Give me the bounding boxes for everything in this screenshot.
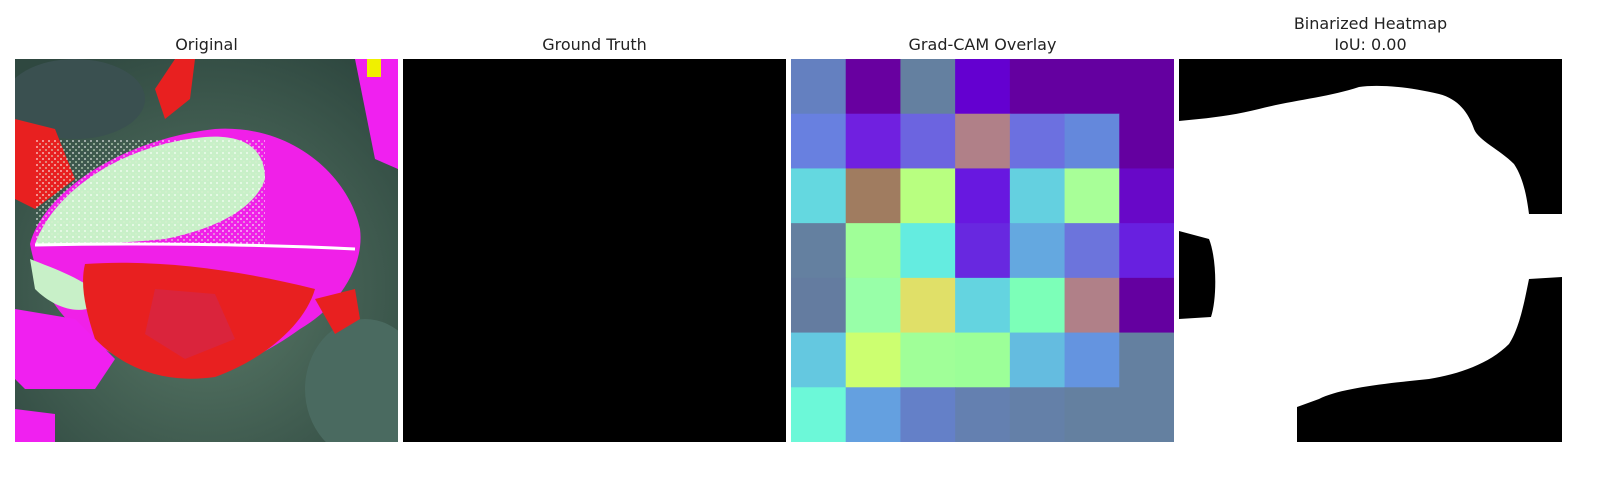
gradcam-cell [1009,168,1066,224]
gradcam-cell [791,168,847,224]
gradcam-cell [1009,387,1066,442]
iou-label: IoU: 0.00 [1334,35,1407,54]
gradcam-cell [1064,277,1120,334]
gradcam-cell [845,332,901,388]
gradcam-cell [845,113,901,169]
gradcam-cell [955,59,1011,115]
gradcam-cell [900,277,956,334]
ground-truth-mask [403,59,786,442]
gradcam-cell [845,223,901,279]
binarized-heatmap [1179,59,1562,442]
gradcam-cell [900,168,956,224]
gradcam-cell [955,223,1011,279]
gradcam-cell [1009,113,1066,169]
gradcam-cell [1009,223,1066,279]
gradcam-cell [791,332,847,388]
gradcam-cell [791,223,847,279]
gradcam-cell [1119,59,1174,115]
gradcam-cell [791,387,847,442]
gradcam-cell [1064,59,1120,115]
panel-title-original: Original [175,35,238,54]
gradcam-cell [791,113,847,169]
gradcam-cell [900,223,956,279]
gradcam-cell [1119,387,1174,442]
gradcam-cell [1064,387,1120,442]
gradcam-cell [791,59,847,115]
gradcam-cell [1064,332,1120,388]
gradcam-cell [1064,223,1120,279]
gradcam-cell [955,168,1011,224]
gradcam-cell [1119,277,1174,334]
gradcam-cell [845,59,901,115]
gradcam-cell [955,387,1011,442]
panel-title-gradcam: Grad-CAM Overlay [908,35,1057,54]
gradcam-overlay [791,59,1174,442]
gradcam-cell [845,387,901,442]
panel-title-binarized: Binarized Heatmap [1293,14,1448,33]
gradcam-cell [955,332,1011,388]
gradcam-cell [791,277,847,334]
gradcam-cell [845,277,901,334]
gradcam-cell [1009,332,1066,388]
gradcam-cell [1119,332,1174,388]
gradcam-cell [1064,168,1120,224]
gradcam-cell [900,59,956,115]
gradcam-cell [1009,277,1066,334]
gradcam-cell [1119,113,1174,169]
gradcam-cell [900,387,956,442]
original-image [15,59,398,442]
gradcam-cell [955,113,1011,169]
gradcam-cell [1119,168,1174,224]
gradcam-cell [955,277,1011,334]
gradcam-cell [1064,113,1120,169]
gradcam-cell [1009,59,1066,115]
gradcam-cell [900,332,956,388]
gradcam-cell [900,113,956,169]
panel-title-ground-truth: Ground Truth [542,35,647,54]
gradcam-cell [1119,223,1174,279]
gradcam-cell [845,168,901,224]
